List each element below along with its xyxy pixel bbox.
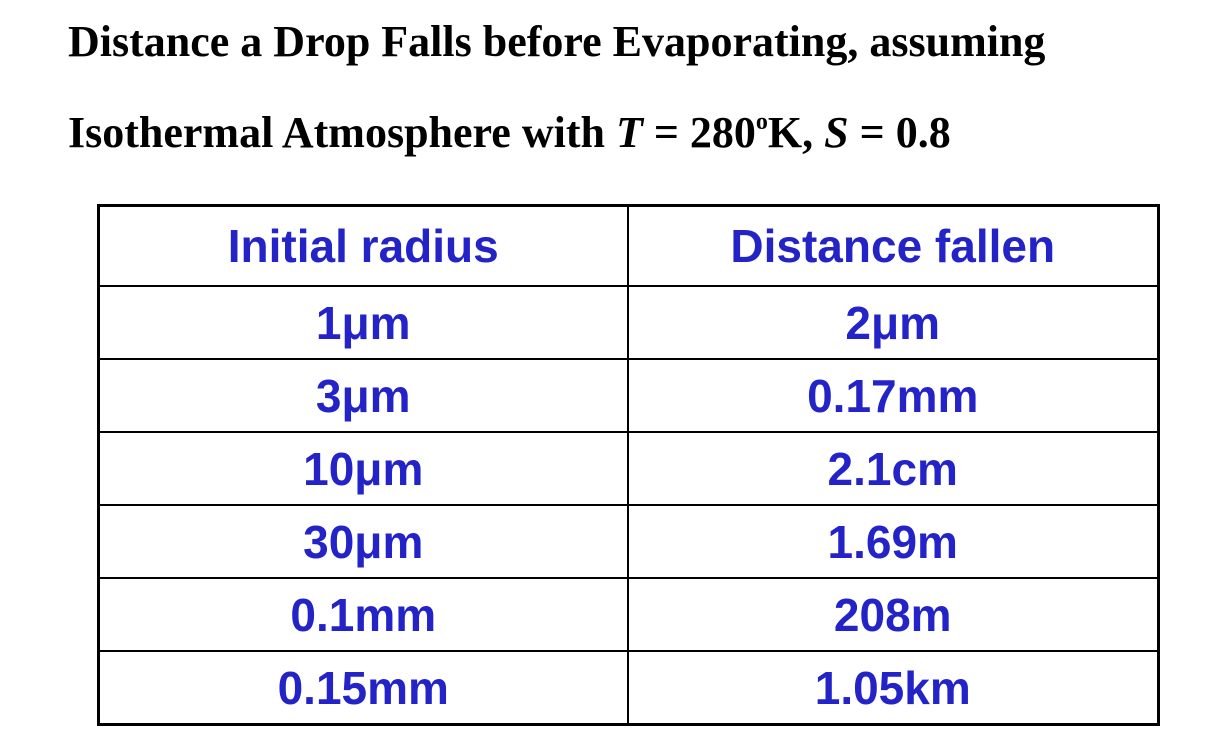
distance-fallen-cell: 2μm (626, 285, 1160, 360)
table-row: 1μm 2μm (97, 285, 1160, 360)
saturation-symbol: S (824, 108, 849, 157)
table-row: 0.1mm 208m (97, 577, 1160, 652)
title-line-2: Isothermal Atmosphere with T = 280oK, S … (68, 110, 951, 155)
initial-radius-cell: 3μm (97, 358, 629, 433)
header-distance-fallen: Distance fallen (626, 204, 1160, 287)
header-initial-radius: Initial radius (97, 204, 629, 287)
distance-fallen-cell: 208m (626, 577, 1160, 652)
table-header-row: Initial radius Distance fallen (97, 204, 1160, 287)
initial-radius-cell: 10μm (97, 431, 629, 506)
initial-radius-cell: 1μm (97, 285, 629, 360)
distance-fallen-cell: 1.69m (626, 504, 1160, 579)
temperature-value: = 280 (642, 108, 756, 157)
temperature-unit: K, (767, 108, 825, 157)
table-row: 30μm 1.69m (97, 504, 1160, 579)
distance-fallen-cell: 2.1cm (626, 431, 1160, 506)
degree-mark: o (755, 109, 768, 135)
saturation-value: = 0.8 (848, 108, 951, 157)
distance-fallen-cell: 0.17mm (626, 358, 1160, 433)
drop-distance-table: Initial radius Distance fallen 1μm 2μm 3… (97, 204, 1160, 726)
table-row: 10μm 2.1cm (97, 431, 1160, 506)
title-line-2-prefix: Isothermal Atmosphere with (68, 108, 616, 157)
distance-fallen-cell: 1.05km (626, 650, 1160, 726)
title-line-1: Distance a Drop Falls before Evaporating… (68, 17, 1046, 66)
temperature-symbol: T (615, 108, 643, 157)
initial-radius-cell: 0.1mm (97, 577, 629, 652)
table-row: 0.15mm 1.05km (97, 650, 1160, 726)
table-row: 3μm 0.17mm (97, 358, 1160, 433)
initial-radius-cell: 0.15mm (97, 650, 629, 726)
initial-radius-cell: 30μm (97, 504, 629, 579)
